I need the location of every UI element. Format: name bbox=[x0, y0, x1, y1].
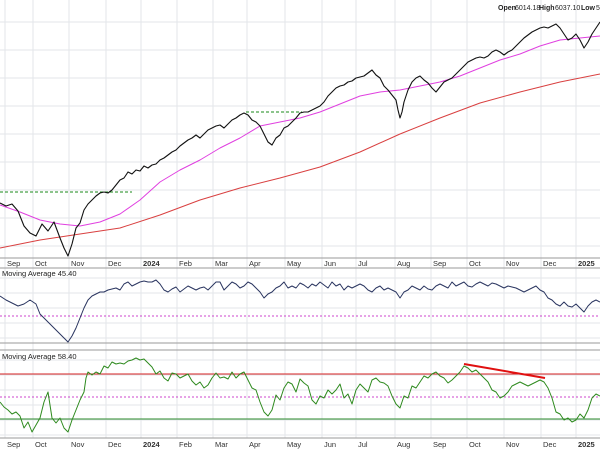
x-tick-top-5: Feb bbox=[179, 259, 192, 268]
x-tick-bottom-1: Oct bbox=[35, 440, 48, 449]
x-tick-top-14: Nov bbox=[506, 259, 520, 268]
osc1-title: Moving Average 45.40 bbox=[2, 269, 77, 278]
x-tick-top-6: Mar bbox=[215, 259, 228, 268]
x-tick-bottom-14: Nov bbox=[506, 440, 520, 449]
open-value: 6014.18 bbox=[515, 5, 540, 12]
osc2-lines bbox=[0, 357, 600, 433]
x-tick-top-15: Dec bbox=[543, 259, 557, 268]
x-tick-bottom-15: Dec bbox=[543, 440, 557, 449]
x-tick-bottom-4: 2024 bbox=[143, 440, 161, 449]
x-tick-top-8: May bbox=[287, 259, 301, 268]
x-tick-bottom-8: May bbox=[287, 440, 301, 449]
x-tick-bottom-12: Sep bbox=[433, 440, 446, 449]
main-lines bbox=[0, 21, 600, 257]
x-tick-bottom-3: Dec bbox=[108, 440, 122, 449]
x-tick-bottom-16: 2025 bbox=[578, 440, 595, 449]
low-value: 5 bbox=[596, 5, 600, 12]
x-tick-top-7: Apr bbox=[249, 259, 261, 268]
x-tick-top-4: 2024 bbox=[143, 259, 161, 268]
x-tick-top-13: Oct bbox=[469, 259, 482, 268]
x-tick-top-0: Sep bbox=[7, 259, 20, 268]
x-tick-top-3: Dec bbox=[108, 259, 122, 268]
price-line bbox=[0, 21, 600, 257]
divergence-trend-line bbox=[463, 363, 546, 379]
x-tick-top-9: Jun bbox=[324, 259, 336, 268]
high-label: High bbox=[539, 5, 555, 12]
x-tick-bottom-10: Jul bbox=[358, 440, 368, 449]
x-tick-bottom-5: Feb bbox=[179, 440, 192, 449]
x-tick-top-11: Aug bbox=[397, 259, 410, 268]
x-tick-top-2: Nov bbox=[71, 259, 85, 268]
x-tick-bottom-2: Nov bbox=[71, 440, 85, 449]
x-tick-top-10: Jul bbox=[358, 259, 368, 268]
x-axis-bottom: Sep Oct Nov Dec 2024 Feb Mar Apr May Jun Jul Aug Sep… bbox=[7, 440, 595, 449]
x-tick-bottom-9: Jun bbox=[324, 440, 336, 449]
x-tick-bottom-0: Sep bbox=[7, 440, 20, 449]
fast-ma-line bbox=[0, 35, 600, 227]
high-value: 6037.10 bbox=[555, 5, 580, 12]
x-tick-top-1: Oct bbox=[35, 259, 48, 268]
slow-ma-line bbox=[0, 73, 600, 249]
x-tick-top-16: 2025 bbox=[578, 259, 595, 268]
x-tick-bottom-11: Aug bbox=[397, 440, 410, 449]
osc1-lines bbox=[0, 279, 600, 343]
osc1-line bbox=[0, 279, 600, 343]
x-axis-top: Sep Oct Nov Dec 2024 Feb Mar Apr May Jun Jul Aug Sep… bbox=[7, 259, 595, 268]
low-label: Low bbox=[581, 5, 596, 12]
x-tick-top-12: Sep bbox=[433, 259, 446, 268]
x-tick-bottom-13: Oct bbox=[469, 440, 482, 449]
osc2-title: Moving Average 58.40 bbox=[2, 352, 77, 361]
open-label: Open bbox=[498, 5, 516, 12]
x-tick-bottom-7: Apr bbox=[249, 440, 261, 449]
osc2-line bbox=[0, 357, 600, 433]
x-tick-bottom-6: Mar bbox=[215, 440, 228, 449]
